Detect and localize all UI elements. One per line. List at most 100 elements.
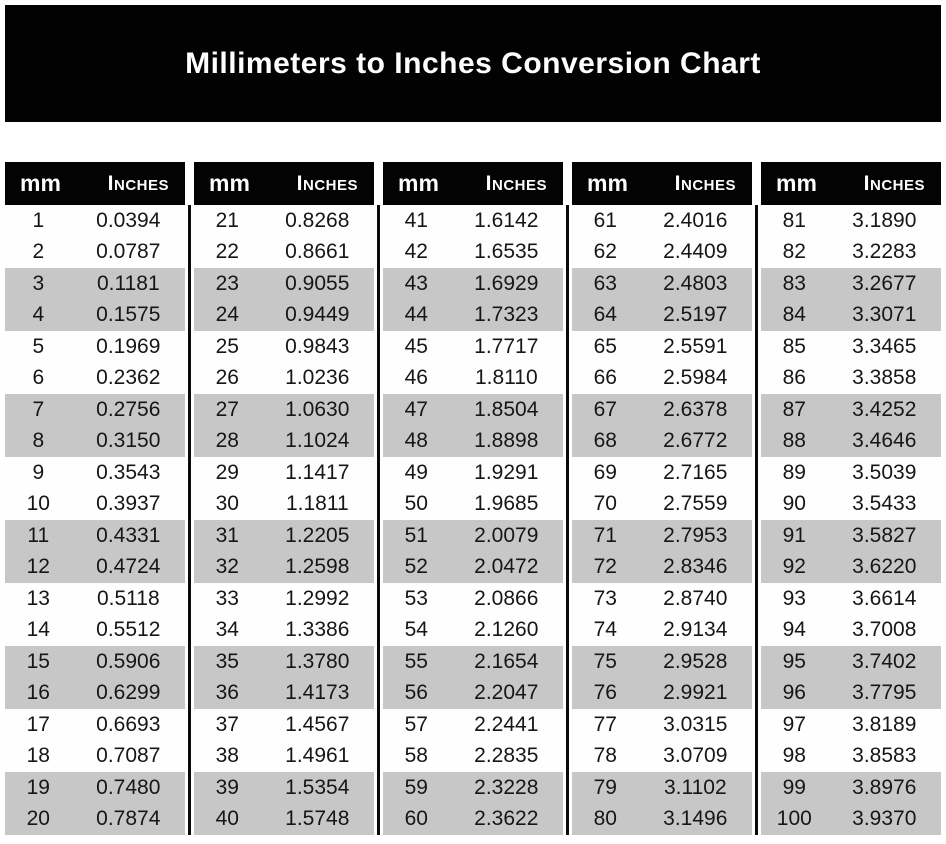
mm-value: 92 (782, 555, 806, 579)
table-row: 64 2.5197 (572, 299, 752, 331)
inches-value: 2.0472 (474, 555, 539, 579)
mm-value: 14 (26, 618, 50, 642)
column-divider (755, 205, 758, 835)
mm-value: 18 (26, 744, 50, 768)
mm-value: 64 (593, 303, 617, 327)
mm-value: 2 (32, 240, 45, 264)
table-row: 14 0.5512 (5, 614, 185, 646)
mm-value: 47 (404, 397, 428, 421)
mm-value: 22 (215, 240, 239, 264)
table-row: 36 1.4173 (194, 677, 374, 709)
inches-value: 3.8976 (852, 775, 917, 799)
inches-value: 2.4409 (663, 240, 728, 264)
table-row: 75 2.9528 (572, 646, 752, 678)
table-header-row: mm Inches (5, 162, 185, 205)
table-row: 29 1.1417 (194, 457, 374, 489)
table-row: 94 3.7008 (761, 614, 941, 646)
inches-value: 0.2756 (96, 397, 161, 421)
mm-value: 10 (26, 492, 50, 516)
mm-value: 1 (32, 208, 45, 232)
mm-value: 71 (593, 523, 617, 547)
column-header-inches: Inches (674, 171, 736, 195)
inches-value: 1.0236 (285, 366, 350, 390)
table-row: 45 1.7717 (383, 331, 563, 363)
column-header-inches: Inches (863, 171, 925, 195)
table-row: 71 2.7953 (572, 520, 752, 552)
table-header-row: mm Inches (572, 162, 752, 205)
mm-value: 79 (593, 775, 617, 799)
table-row: 40 1.5748 (194, 803, 374, 835)
mm-value: 87 (782, 397, 806, 421)
table-row: 5 0.1969 (5, 331, 185, 363)
inches-value: 1.7323 (474, 303, 539, 327)
inches-value: 3.1102 (663, 775, 727, 799)
inches-value: 2.7165 (663, 460, 728, 484)
mm-value: 21 (215, 208, 239, 232)
mm-value: 75 (593, 649, 617, 673)
table-row: 62 2.4409 (572, 236, 752, 268)
mm-value: 19 (26, 775, 50, 799)
table-row: 54 2.1260 (383, 614, 563, 646)
inches-value: 0.6299 (96, 681, 161, 705)
inches-value: 0.5512 (96, 618, 161, 642)
mm-value: 11 (27, 523, 50, 547)
mm-value: 41 (404, 208, 428, 232)
table-row: 44 1.7323 (383, 299, 563, 331)
chart-title: Millimeters to Inches Conversion Chart (185, 46, 761, 80)
table-row: 11 0.4331 (5, 520, 185, 552)
mm-value: 62 (593, 240, 617, 264)
inches-value: 3.3071 (852, 303, 917, 327)
mm-value: 16 (26, 681, 50, 705)
mm-value: 33 (215, 586, 239, 610)
inches-value: 3.5433 (852, 492, 917, 516)
title-banner: Millimeters to Inches Conversion Chart (5, 5, 941, 122)
mm-value: 57 (404, 712, 428, 736)
inches-value: 1.2992 (285, 586, 350, 610)
inches-value: 2.9921 (663, 681, 728, 705)
table-row: 38 1.4961 (194, 740, 374, 772)
mm-value: 55 (404, 649, 428, 673)
column-divider (188, 205, 191, 835)
inches-value: 0.4331 (96, 523, 161, 547)
table-row: 68 2.6772 (572, 425, 752, 457)
inches-value: 3.7795 (852, 681, 917, 705)
inches-value: 2.1654 (474, 649, 539, 673)
inches-value: 2.7953 (663, 523, 728, 547)
inches-value: 0.4724 (96, 555, 161, 579)
inches-value: 3.0709 (663, 744, 728, 768)
mm-value: 26 (215, 366, 239, 390)
mm-value: 91 (782, 523, 806, 547)
table-row: 28 1.1024 (194, 425, 374, 457)
inches-value: 3.2677 (852, 271, 917, 295)
mm-value: 38 (215, 744, 239, 768)
mm-value: 60 (404, 807, 428, 831)
mm-value: 24 (215, 303, 239, 327)
table-row: 77 3.0315 (572, 709, 752, 741)
inches-value: 1.8898 (474, 429, 539, 453)
inches-value: 2.6378 (663, 397, 728, 421)
table-row: 4 0.1575 (5, 299, 185, 331)
mm-value: 34 (215, 618, 239, 642)
mm-value: 82 (782, 240, 806, 264)
table-row: 52 2.0472 (383, 551, 563, 583)
table-row: 89 3.5039 (761, 457, 941, 489)
inches-value: 1.1024 (285, 429, 350, 453)
inches-value: 2.7559 (663, 492, 728, 516)
mm-value: 30 (215, 492, 239, 516)
table-row: 82 3.2283 (761, 236, 941, 268)
mm-value: 13 (26, 586, 50, 610)
table-row: 19 0.7480 (5, 772, 185, 804)
mm-value: 83 (782, 271, 806, 295)
inches-value: 2.8740 (663, 586, 728, 610)
table-row: 3 0.1181 (5, 268, 185, 300)
mm-value: 39 (215, 775, 239, 799)
inches-value: 0.9055 (285, 271, 350, 295)
inches-value: 3.3858 (852, 366, 917, 390)
table-row: 66 2.5984 (572, 362, 752, 394)
mm-value: 97 (782, 712, 806, 736)
mm-value: 96 (782, 681, 806, 705)
table-row: 24 0.9449 (194, 299, 374, 331)
mm-value: 35 (215, 649, 239, 673)
inches-value: 3.7402 (852, 649, 917, 673)
